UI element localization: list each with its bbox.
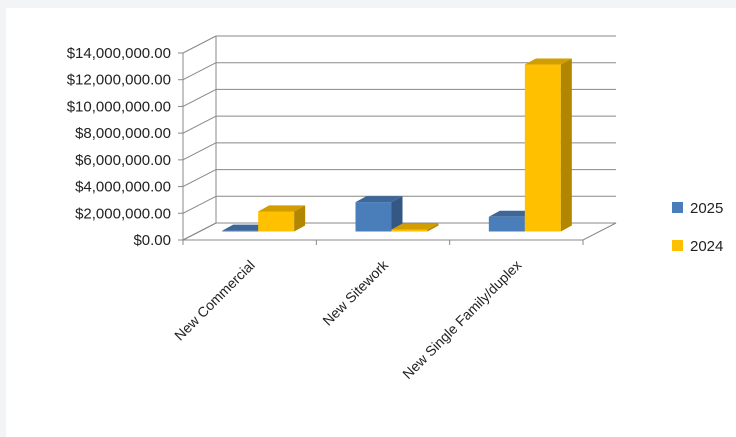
bar-2024-2 (524, 64, 561, 232)
gridline-depth (182, 169, 217, 188)
gridline-depth (182, 115, 217, 134)
bar-top-2024-1 (391, 223, 439, 230)
x-tick-label: New Sitework (319, 256, 392, 329)
bar-2025-0 (222, 230, 259, 232)
legend-swatch-2025 (672, 202, 683, 213)
y-tick-label: $10,000,000.00 (67, 98, 171, 115)
legend-label-2024: 2024 (690, 238, 723, 255)
bar-top-2025-0 (222, 224, 270, 231)
bar-side-2025-1 (391, 196, 403, 232)
y-tick-label: $0.00 (133, 232, 171, 249)
gridline-depth (182, 62, 217, 81)
y-tick-label: $4,000,000.00 (75, 179, 171, 196)
bar-2024-0 (258, 211, 295, 232)
bar-side-2024-2 (560, 58, 572, 232)
legend-label-2025: 2025 (690, 200, 723, 217)
bar-top-2025-1 (355, 196, 403, 203)
gridline-depth (182, 142, 217, 161)
x-tick-label: New Commercial (171, 257, 258, 344)
bar-side-2024-1 (427, 223, 439, 232)
bar-2025-2 (488, 216, 525, 232)
bar-top-2025-2 (488, 210, 536, 217)
bar-2024-1 (391, 229, 428, 232)
legend-swatch-2024 (672, 240, 683, 251)
bar-2025-1 (355, 202, 392, 232)
bar-top-2024-2 (524, 58, 572, 65)
gridline-depth (182, 35, 217, 54)
gridline-depth (182, 88, 217, 107)
y-tick-label: $14,000,000.00 (67, 45, 171, 62)
gridline-depth (182, 195, 217, 214)
y-tick-label: $6,000,000.00 (75, 152, 171, 169)
y-tick-label: $8,000,000.00 (75, 125, 171, 142)
bar-top-2024-0 (258, 205, 306, 212)
y-tick-label: $12,000,000.00 (67, 72, 171, 89)
gridline-depth (182, 222, 217, 241)
bar-side-2024-0 (294, 205, 306, 232)
y-tick-label: $2,000,000.00 (75, 205, 171, 222)
x-tick-label: New Single Family/duplex (399, 257, 524, 382)
